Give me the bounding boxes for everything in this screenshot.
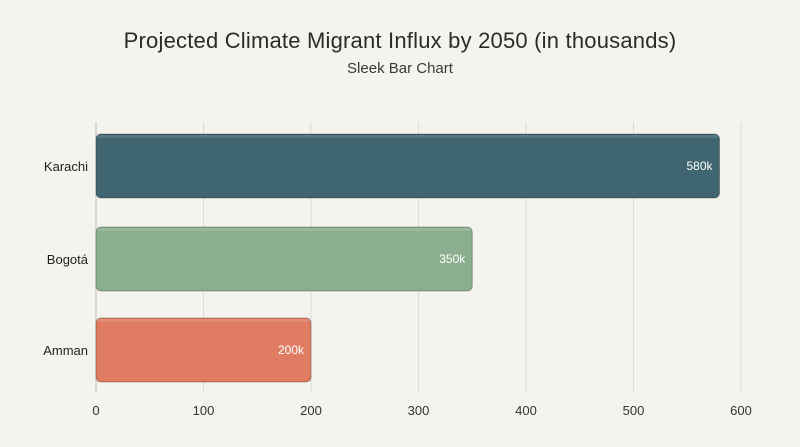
x-tick-label: 0 (92, 403, 99, 418)
bar-highlight (97, 228, 472, 231)
bar (95, 226, 473, 292)
data-label: 580k (686, 159, 713, 173)
x-tick-labels: 0 100 200 300 400 500 600 (92, 403, 751, 418)
bar (95, 317, 312, 383)
category-label: Bogotá (47, 252, 89, 267)
x-tick-label: 600 (730, 403, 752, 418)
bar (95, 133, 720, 199)
bar-highlight (97, 135, 719, 138)
x-tick-label: 300 (408, 403, 430, 418)
x-tick-label: 100 (193, 403, 215, 418)
bars: 580k 350k 200k (95, 133, 720, 383)
bar-highlight (97, 319, 310, 322)
data-label: 200k (278, 343, 305, 357)
data-label: 350k (439, 252, 466, 266)
chart-title: Projected Climate Migrant Influx by 2050… (123, 28, 677, 53)
x-tick-label: 400 (515, 403, 537, 418)
chart-subtitle: Sleek Bar Chart (347, 60, 453, 77)
category-label: Karachi (44, 159, 88, 174)
x-tick-label: 200 (300, 403, 322, 418)
category-labels: Karachi Bogotá Amman (43, 159, 89, 358)
x-tick-label: 500 (623, 403, 645, 418)
category-label: Amman (43, 343, 88, 358)
